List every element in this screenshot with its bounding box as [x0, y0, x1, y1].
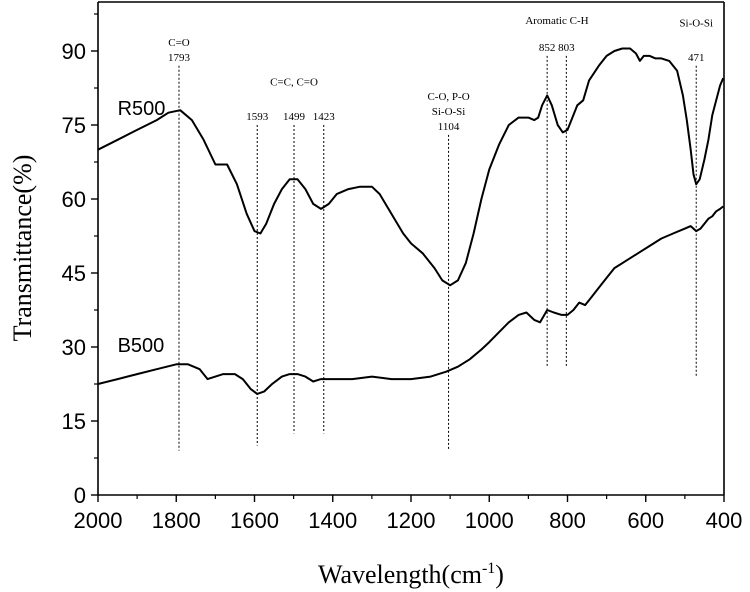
annotation-group-label: C=C, C=O: [270, 77, 318, 89]
x-tick-label: 1000: [465, 508, 514, 533]
annotation-label: Si-O-Si: [432, 106, 466, 118]
plot-frame: [97, 1, 725, 496]
series-label-r500: R500: [118, 98, 166, 120]
annotation-label: C=O: [168, 37, 190, 49]
y-tick-label: 15: [62, 409, 86, 434]
y-axis-ticks: 0 15 30 45 60 75 90: [62, 13, 98, 508]
y-axis-title: Transmittance(%): [8, 155, 37, 342]
annotation-label: 1593: [246, 111, 269, 123]
series-line-r500: [97, 47, 725, 287]
annotation-label: C-O, P-O: [427, 91, 469, 103]
y-tick-label: 90: [62, 39, 86, 64]
y-tick-label: 45: [62, 261, 86, 286]
annotation-group-label: Si-O-Si: [679, 17, 713, 29]
peak-annotations: C=O 1793 1593 1499 1423 C-O, P-O Si-O-Si 1104 85…: [168, 15, 713, 451]
series-label-b500: B500: [118, 335, 165, 357]
x-tick-label: 400: [706, 508, 743, 533]
annotation-label: 1793: [168, 52, 191, 64]
annotation-label: 471: [688, 52, 705, 64]
y-tick-label: 0: [74, 483, 86, 508]
x-tick-label: 600: [627, 508, 664, 533]
annotation-group-label: Aromatic C-H: [525, 15, 588, 27]
annotation-label: 1423: [313, 111, 336, 123]
x-tick-label: 1800: [152, 508, 201, 533]
x-tick-label: 1400: [308, 508, 357, 533]
annotation-label: 803: [558, 42, 575, 54]
x-tick-label: 1600: [230, 508, 279, 533]
series-labels: R500 B500: [118, 98, 166, 357]
x-tick-label: 800: [549, 508, 586, 533]
x-axis-ticks: 2000 1800 1600 1400 1200 1000 800 600 400: [74, 495, 743, 533]
annotation-label: 1104: [438, 121, 460, 133]
x-tick-label: 2000: [74, 508, 123, 533]
x-tick-label: 1200: [387, 508, 436, 533]
y-tick-label: 30: [62, 335, 86, 360]
y-tick-label: 60: [62, 187, 86, 212]
annotation-label: 852: [539, 42, 556, 54]
x-axis-title: Wavelength(cm-1): [318, 560, 504, 589]
series-lines: [97, 47, 725, 395]
series-line-b500: [97, 205, 724, 395]
annotation-label: 1499: [283, 111, 306, 123]
y-tick-label: 75: [62, 113, 86, 138]
